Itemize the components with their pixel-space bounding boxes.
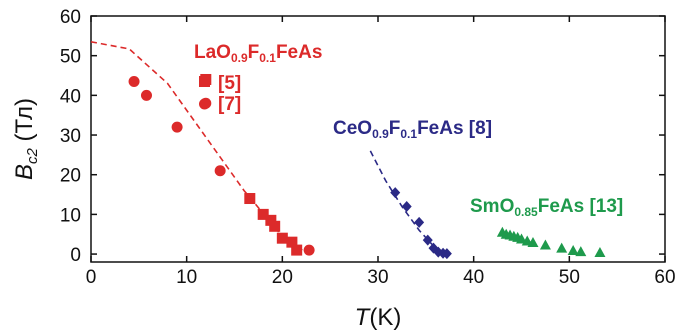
x-axis-title: T(K) xyxy=(355,304,402,331)
la_circ-point xyxy=(128,75,140,87)
ref5-label: [5] xyxy=(218,73,241,94)
y-tick-label: 0 xyxy=(70,245,81,266)
la_sq-point xyxy=(244,193,256,205)
ce-point xyxy=(433,246,444,258)
y-tick-label: 20 xyxy=(60,166,81,187)
la_circ-point xyxy=(303,244,315,256)
y-tick-label: 60 xyxy=(60,7,81,28)
la_sq-point xyxy=(265,214,277,226)
ce-point xyxy=(390,187,401,199)
la_sq-point xyxy=(276,232,288,244)
la_circ-point xyxy=(140,89,152,101)
ce-point xyxy=(422,234,433,246)
sm-point xyxy=(594,246,606,257)
ref5-square-marker xyxy=(199,76,210,87)
data-points xyxy=(128,73,606,260)
y-tick-label: 40 xyxy=(60,86,81,107)
ce-point xyxy=(414,216,425,228)
la_sq-point xyxy=(257,208,269,220)
y-axis-title: Bc2 (Тл) xyxy=(11,98,41,180)
la_sq-point xyxy=(286,236,298,248)
sm-point xyxy=(575,246,587,257)
la_circ-point xyxy=(171,121,183,133)
sm-point xyxy=(539,239,551,250)
x-tick-label: 50 xyxy=(559,267,580,288)
y-tick-label: 30 xyxy=(60,126,81,147)
la_circ-point xyxy=(214,165,226,177)
axes: 0 10 20 30 40 50 60 0 10 20 30 40 50 60 T(K) Bc2 (Тл) xyxy=(11,7,676,331)
x-tick-label: 0 xyxy=(86,267,97,288)
la-formula-label: LaO0.9F0.1FeAs xyxy=(194,42,322,65)
ce-point xyxy=(401,200,412,212)
la_sq-point xyxy=(269,220,281,232)
sm-point xyxy=(527,237,539,248)
la_sq-point xyxy=(291,244,303,256)
x-tick-label: 40 xyxy=(463,267,484,288)
y-tick-label: 10 xyxy=(60,205,81,226)
sm-formula-label: SmO0.85FeAs [13] xyxy=(470,196,623,219)
annotations: LaO0.9F0.1FeAs CeO0.9F0.1FeAs [8] SmO0.85F… xyxy=(194,42,623,219)
x-tick-label: 10 xyxy=(176,267,197,288)
x-tick-label: 20 xyxy=(272,267,293,288)
ce-point xyxy=(441,248,452,260)
x-tick-label: 30 xyxy=(367,267,388,288)
ref7-label: [7] xyxy=(218,94,241,115)
sm-point xyxy=(556,242,568,253)
y-tick-label: 50 xyxy=(60,47,81,68)
ce-formula-label: CeO0.9F0.1FeAs [8] xyxy=(333,118,492,141)
sm-point xyxy=(567,244,579,255)
x-tick-label: 60 xyxy=(654,267,675,288)
ref7-circle-marker xyxy=(199,98,210,110)
